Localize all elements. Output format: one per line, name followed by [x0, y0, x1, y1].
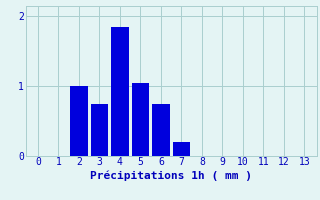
Bar: [91, 104, 108, 156]
X-axis label: Précipitations 1h ( mm ): Précipitations 1h ( mm ): [90, 170, 252, 181]
Bar: [132, 83, 149, 156]
Bar: [173, 142, 190, 156]
Bar: [70, 86, 88, 156]
Bar: [152, 104, 170, 156]
Bar: [111, 27, 129, 156]
